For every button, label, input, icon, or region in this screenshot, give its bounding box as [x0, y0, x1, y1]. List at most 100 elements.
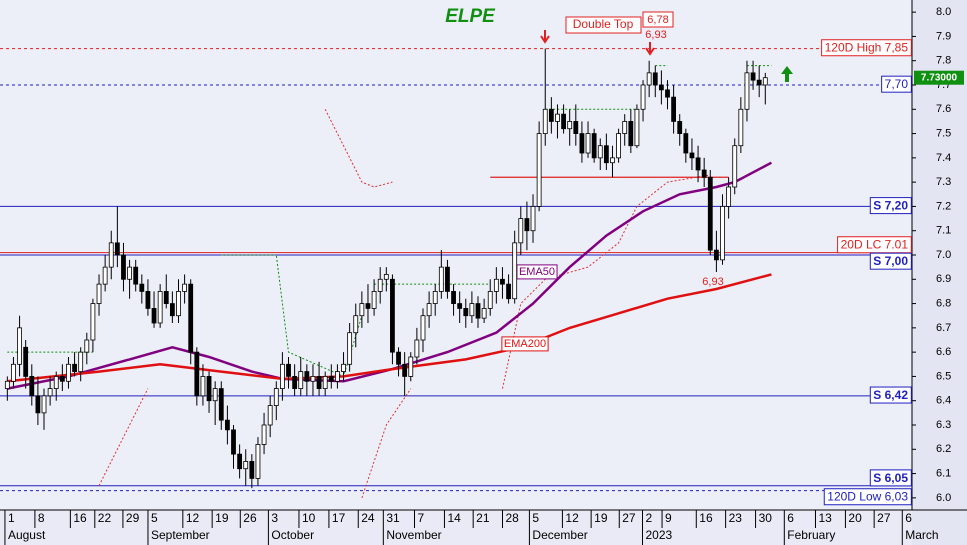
candle-body	[542, 108, 548, 134]
candle-body	[304, 371, 310, 382]
candle-body	[432, 291, 438, 304]
candle-body	[597, 145, 603, 159]
candle-body	[414, 339, 420, 358]
candle-body	[701, 169, 707, 178]
candle-body	[567, 121, 573, 130]
level-label: S 6,42	[873, 388, 908, 402]
candle-body	[353, 315, 359, 334]
candle-body	[750, 72, 756, 81]
y-tick-label: 7.8	[936, 55, 951, 67]
candle-body	[53, 376, 59, 389]
x-tick-label: 30	[759, 511, 773, 525]
candle-body	[231, 429, 236, 455]
candle-body	[169, 303, 175, 317]
candle-body	[408, 356, 414, 377]
level-label: S 6,05	[873, 471, 908, 485]
candle-body	[359, 303, 365, 317]
x-tick-label: 23	[729, 511, 743, 525]
month-label: November	[386, 528, 441, 542]
chart-title: ELPE	[445, 6, 496, 27]
candle-body	[720, 206, 725, 261]
level-label-box	[869, 469, 912, 487]
candle-body	[713, 249, 719, 261]
y-tick-label: 7.4	[936, 152, 951, 164]
candle-body	[151, 308, 157, 324]
stop-line	[221, 254, 363, 378]
ema-line	[7, 161, 772, 390]
candle-body	[4, 380, 10, 389]
y-tick-label: 7.2	[936, 200, 951, 212]
candle-body	[390, 278, 395, 353]
candle-body	[127, 266, 132, 280]
x-tick-label: 5	[532, 511, 539, 525]
annotation: 6,93	[645, 29, 666, 41]
x-tick-label: 12	[565, 511, 579, 525]
candle-body	[41, 395, 47, 414]
candle-body	[78, 351, 84, 372]
candle-body	[646, 72, 652, 86]
level-label: 120D High 7,85	[825, 41, 909, 55]
annotation: 6,78	[647, 14, 668, 26]
x-tick-label: 8	[38, 511, 45, 525]
y-tick-label: 7.3	[936, 176, 951, 188]
y-tick-label: 8.0	[936, 6, 951, 18]
x-tick-label: 6	[905, 511, 912, 525]
candle-body	[47, 388, 53, 397]
candle-body	[512, 242, 518, 300]
candle-body	[402, 363, 408, 377]
series-label: EMA200	[504, 338, 546, 350]
candle-body	[603, 145, 609, 164]
month-label: October	[271, 528, 314, 542]
level-label-box	[823, 488, 912, 506]
candle-body	[726, 186, 732, 207]
candle-body	[634, 108, 640, 147]
x-tick-label: 12	[186, 511, 200, 525]
candle-body	[322, 376, 328, 389]
candle-body	[579, 133, 585, 154]
arrow-up	[781, 66, 793, 82]
y-tick-label: 7.0	[936, 249, 951, 261]
candle-body	[622, 121, 628, 134]
candle-body	[640, 84, 646, 110]
candle-body	[469, 303, 475, 317]
x-tick-label: 20	[848, 511, 862, 525]
candle-body	[610, 157, 615, 164]
y-tick-label: 6.8	[936, 297, 951, 309]
candle-body	[585, 133, 591, 154]
candle-body	[206, 376, 212, 402]
y-tick-label: 6.5	[936, 370, 951, 382]
candle-body	[249, 461, 255, 479]
y-tick-label: 7.1	[936, 225, 951, 237]
annotation: Double Top	[573, 17, 634, 31]
candle-body	[555, 113, 560, 122]
candle-body	[90, 303, 96, 341]
candle-body	[738, 108, 744, 147]
level-label-box	[869, 386, 912, 404]
candle-body	[383, 274, 389, 280]
candle-body	[487, 291, 493, 309]
month-label: 2023	[645, 528, 672, 542]
candle-body	[194, 351, 200, 397]
candle-body	[756, 79, 762, 86]
annotation-box	[642, 11, 674, 28]
candle-body	[114, 242, 120, 256]
series-label-box	[501, 336, 549, 352]
level-label-box	[869, 252, 912, 270]
candle-body	[628, 121, 634, 147]
series-label: EMA50	[519, 266, 555, 278]
candle-body	[17, 327, 22, 365]
y-tick-label: 7.6	[936, 103, 951, 115]
level-label-box	[869, 197, 912, 215]
candle-body	[11, 363, 16, 382]
candle-body	[561, 113, 566, 130]
y-tick-label: 6.3	[936, 419, 951, 431]
stop-line	[361, 388, 412, 499]
stop-line	[324, 109, 393, 188]
candle-body	[652, 72, 658, 86]
candle-body	[426, 303, 432, 317]
x-tick-label: 3	[271, 511, 278, 525]
x-tick-label: 17	[332, 511, 346, 525]
x-tick-label: 19	[594, 511, 608, 525]
level-label-box	[821, 39, 912, 57]
